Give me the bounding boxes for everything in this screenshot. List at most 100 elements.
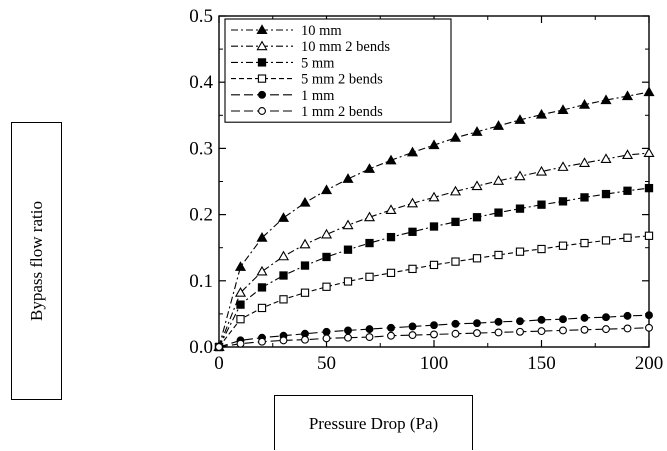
data-point [600,153,612,163]
data-point [385,204,397,214]
data-point [535,108,548,119]
data-point [344,326,352,335]
data-point [645,323,653,332]
data-point [558,197,568,206]
legend-label: 1 mm [301,88,335,104]
data-point [277,212,290,222]
data-point [580,238,589,248]
data-point [623,324,632,333]
data-point [559,315,567,324]
data-point [580,325,589,334]
data-point [277,250,290,261]
data-point [621,90,634,101]
legend-label: 5 mm [301,55,335,71]
legend-entry: 5 mm 2 bends [231,72,383,88]
data-point [472,254,482,263]
data-point [473,319,481,328]
data-point [320,228,333,239]
data-point [322,252,331,262]
data-point [492,175,505,185]
data-point [257,303,267,313]
data-point [644,183,654,193]
data-point [299,238,311,249]
data-point [472,213,482,222]
series-6 [215,323,653,351]
legend-marker [257,58,267,67]
data-point [449,185,462,196]
series-4 [214,231,654,352]
data-point [602,325,610,334]
data-point [578,157,591,167]
data-point [428,191,440,202]
y-tick-label: 0.4 [189,72,213,93]
legend-entry: 1 mm [231,88,335,104]
data-point [602,313,610,322]
data-point [363,163,376,173]
data-point [580,313,589,322]
y-tick-label: 0.2 [189,205,213,226]
data-point [430,330,438,339]
data-point [471,180,483,191]
data-point [363,211,376,222]
data-point [537,327,546,336]
data-point [365,325,374,334]
legend-label: 10 mm 2 bends [301,39,390,55]
x-axis-label: Pressure Drop (Pa) [308,414,439,433]
legend-entry: 10 mm [231,23,342,39]
legend-marker [257,74,267,83]
data-point [643,86,655,97]
data-point [234,287,247,297]
data-point [257,283,267,292]
data-point [385,154,397,165]
data-point [645,311,653,320]
y-tick-label: 0.1 [189,271,213,292]
y-tick-label: 0.0 [189,337,213,358]
data-point [300,261,310,270]
legend-marker [256,24,268,35]
y-tick-label: 0.5 [189,6,213,27]
data-point [451,217,460,227]
data-point [236,315,245,324]
data-point [494,208,503,217]
legend-marker [256,40,268,51]
data-point [386,268,396,278]
data-point [451,257,460,266]
legend-label: 10 mm [301,23,342,39]
data-point [279,336,288,345]
data-point [451,319,460,328]
data-point [258,337,266,346]
data-point [623,311,632,320]
data-point [643,147,655,158]
data-point [578,98,591,109]
data-point [514,170,526,181]
data-point [557,161,569,171]
data-point [344,333,352,342]
data-point [408,264,417,274]
data-point [408,227,417,236]
data-point [342,219,354,230]
y-tick-label: 0.3 [189,138,213,159]
data-point [300,288,310,297]
data-point [365,333,374,342]
y-axis-label: Bypass flow ratio [26,201,46,321]
data-point [473,329,481,338]
data-point [515,204,525,213]
data-point [387,323,395,332]
data-point [343,277,353,286]
data-point [516,317,524,326]
y-axis-label-box: Bypass flow ratio [11,122,62,400]
data-point [621,149,634,160]
data-point [492,120,505,130]
data-point [215,343,223,351]
data-point [256,265,268,276]
legend-marker [258,90,266,99]
data-point [386,232,396,242]
x-tick-label: 200 [635,353,664,374]
data-point [429,260,439,270]
legend-label: 5 mm 2 bends [301,72,383,88]
data-point [406,146,419,157]
data-point [236,339,245,348]
data-point [601,236,611,245]
